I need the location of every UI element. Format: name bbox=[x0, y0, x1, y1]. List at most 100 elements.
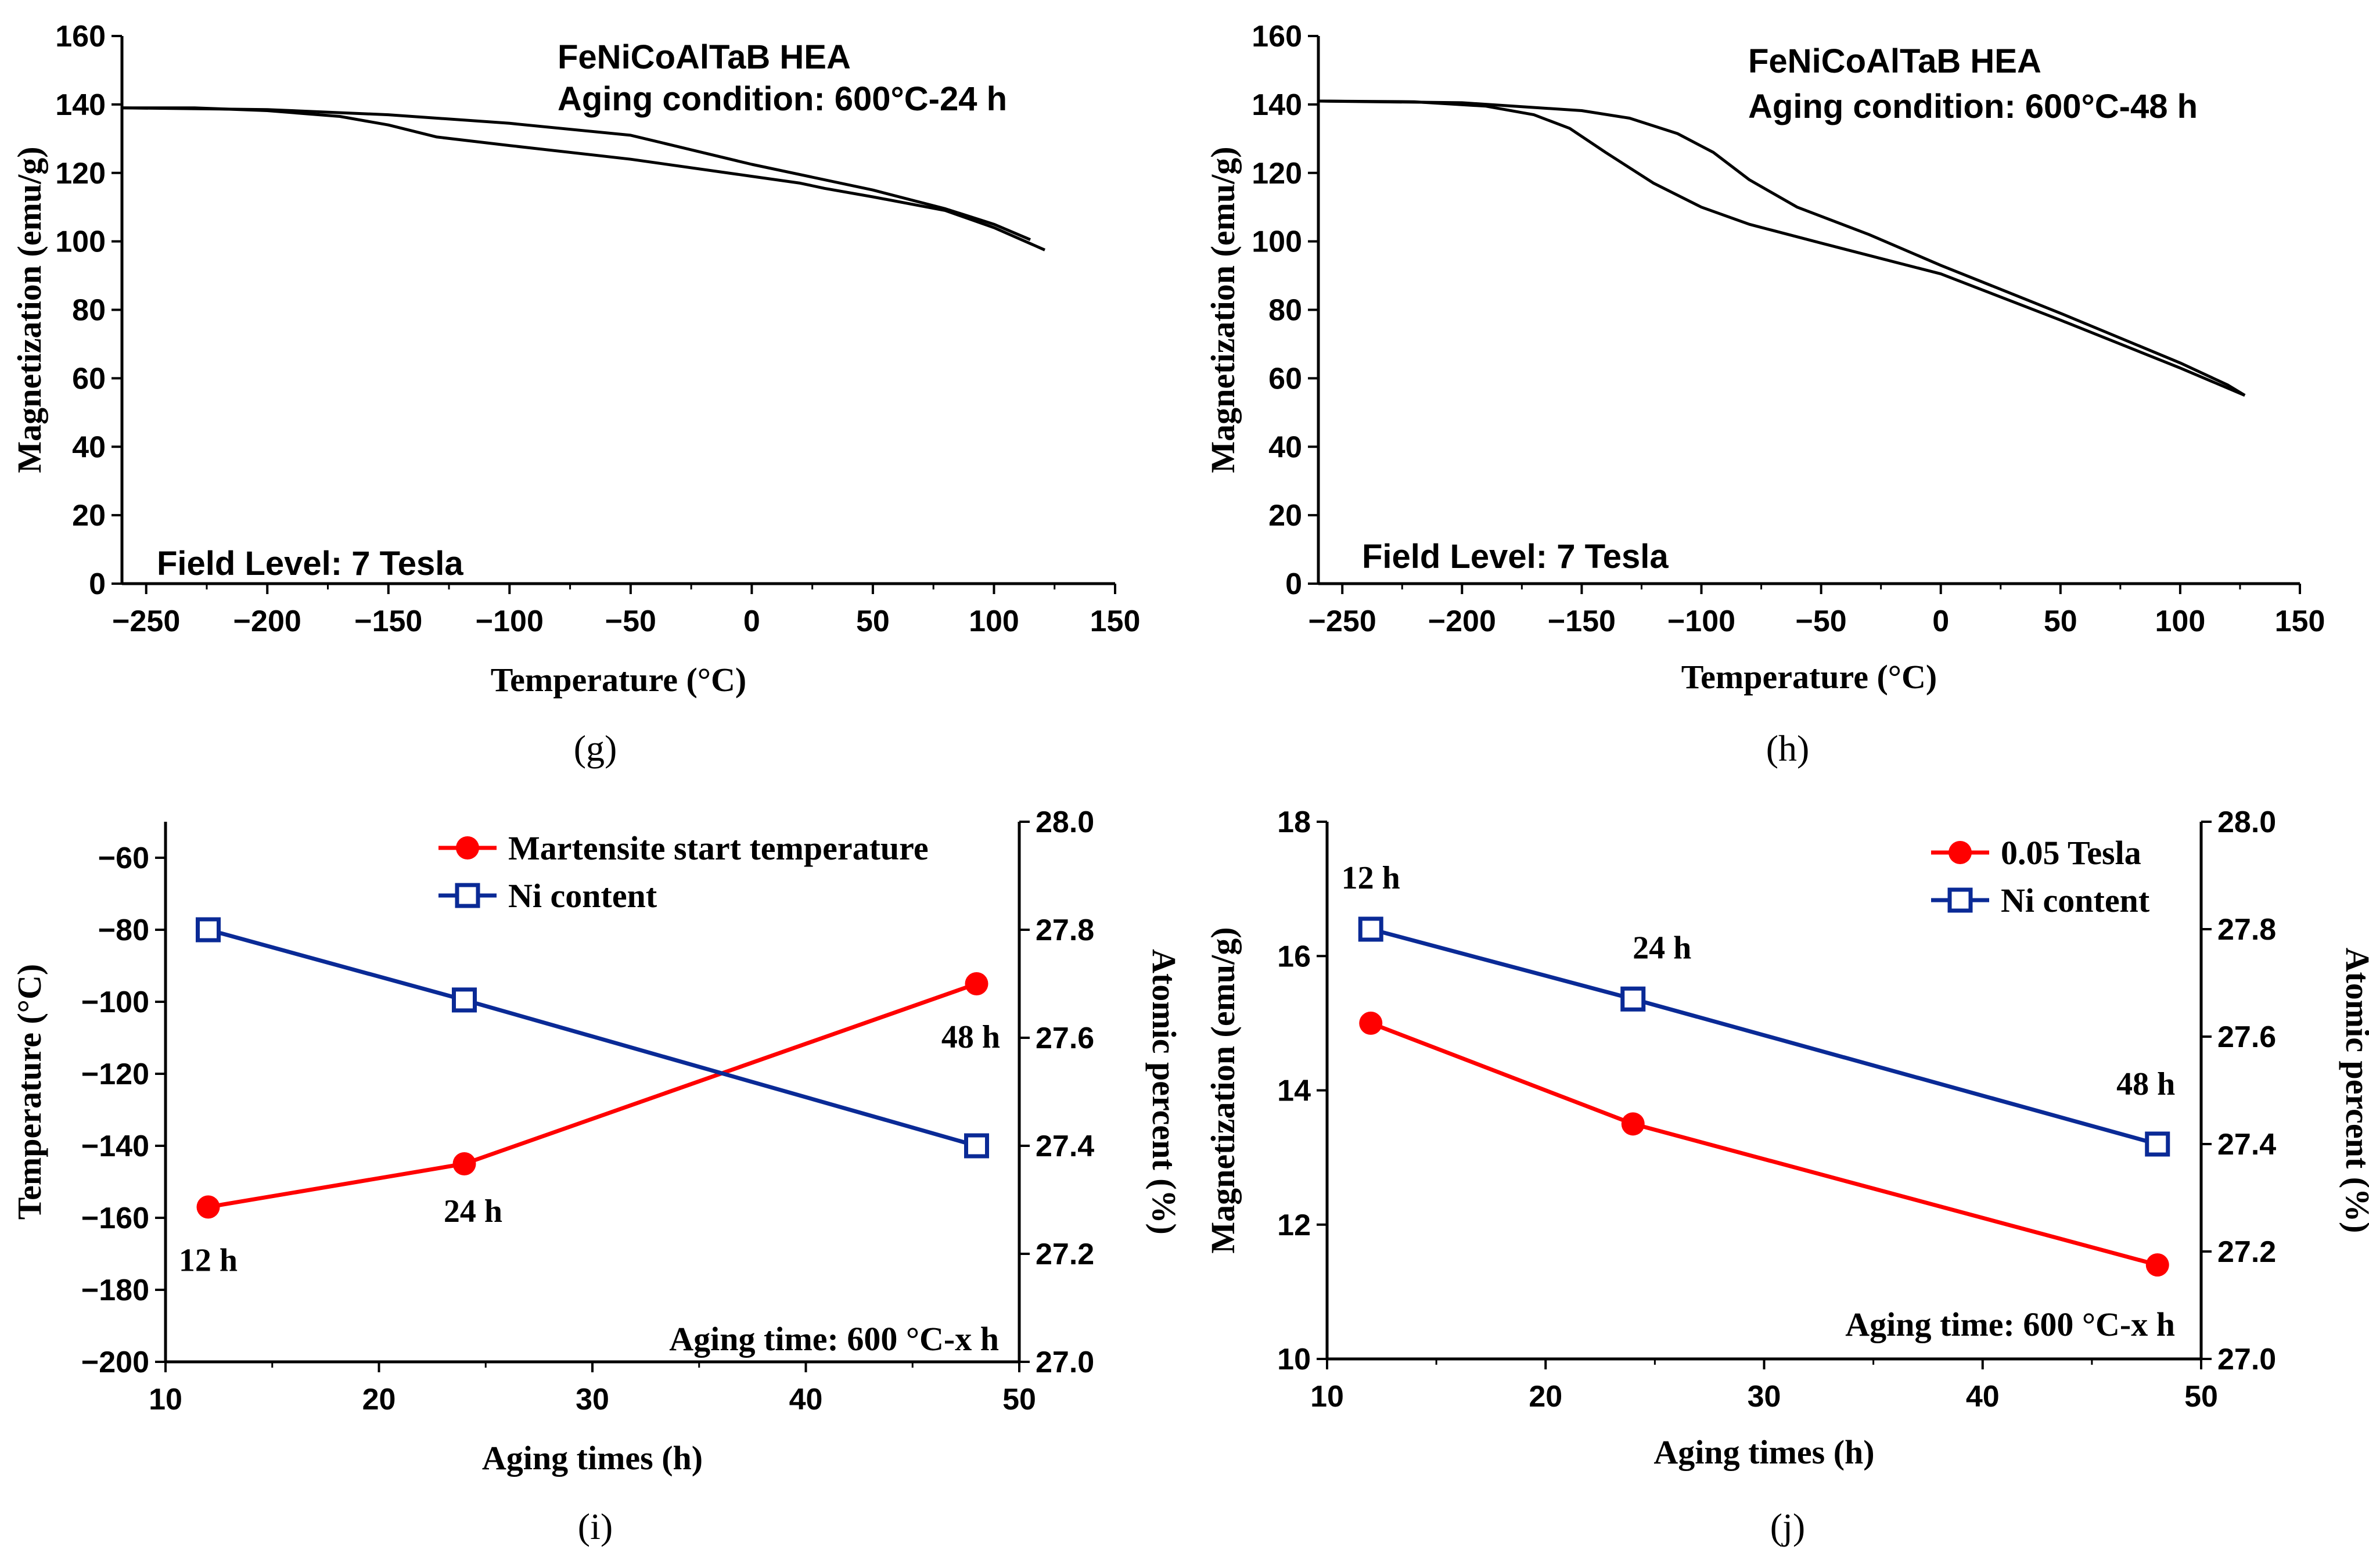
y-tick-label: 60 bbox=[1268, 362, 1302, 395]
panel-title-line: FeNiCoAlTaB HEA bbox=[1748, 42, 2041, 80]
data-point-circle bbox=[1621, 1112, 1645, 1136]
y-axis-label: Magnetization (emu/g) bbox=[10, 146, 48, 473]
series-line-cooling bbox=[122, 106, 1046, 251]
y2-tick-label: 27.2 bbox=[2217, 1235, 2276, 1269]
point-label: 12 h bbox=[179, 1242, 238, 1278]
panel-annotation: Field Level: 7 Tesla bbox=[157, 545, 463, 582]
x-tick-label: 50 bbox=[1002, 1383, 1036, 1416]
x-tick-label: −100 bbox=[1667, 605, 1735, 638]
y2-axis-label: Atomic percent (%) bbox=[2339, 948, 2369, 1233]
x-tick-label: 0 bbox=[1932, 605, 1949, 638]
point-label: 48 h bbox=[2116, 1066, 2175, 1102]
series-line-heating bbox=[1318, 99, 2246, 397]
y2-tick-label: 28.0 bbox=[1036, 805, 1094, 839]
x-tick-label: 50 bbox=[856, 605, 890, 638]
y-tick-label: 18 bbox=[1277, 805, 1311, 839]
x-tick-label: 30 bbox=[1748, 1380, 1781, 1414]
y2-tick-label: 27.8 bbox=[1036, 914, 1094, 947]
legend-label: Ni content bbox=[2001, 882, 2150, 919]
series-line-cooling bbox=[1318, 99, 2246, 397]
y-tick-label: 160 bbox=[1252, 20, 1302, 53]
chart-panel-g: −250 −200 −150 −100 −50 0 50 100 150 0 20 40 60 80 100… bbox=[10, 20, 1140, 769]
y-tick-label: 140 bbox=[55, 88, 106, 122]
y-tick-label: −60 bbox=[98, 841, 149, 875]
data-point-square bbox=[2145, 1131, 2170, 1157]
x-tick-label: 150 bbox=[1090, 605, 1141, 638]
data-point-square bbox=[196, 917, 221, 943]
x-axis-label: Aging times (h) bbox=[1653, 1433, 1874, 1471]
x-tick-label: 50 bbox=[2184, 1380, 2218, 1414]
y2-tick-label: 28.0 bbox=[2217, 805, 2276, 839]
y-tick-label: 40 bbox=[72, 430, 106, 464]
y-tick-label: 120 bbox=[55, 157, 106, 190]
series-line-heating bbox=[121, 106, 1031, 242]
x-tick-label: 20 bbox=[1529, 1380, 1562, 1414]
legend-marker-circle bbox=[1949, 841, 1972, 864]
y-tick-label: 16 bbox=[1277, 940, 1311, 973]
y-tick-label: 60 bbox=[72, 362, 106, 395]
y-tick-label: 100 bbox=[55, 225, 106, 259]
panel-caption: (i) bbox=[578, 1506, 613, 1547]
x-tick-label: 150 bbox=[2275, 605, 2325, 638]
y-tick-label: 12 bbox=[1277, 1209, 1311, 1242]
panel-caption: (j) bbox=[1770, 1506, 1805, 1547]
y-tick-label: −200 bbox=[81, 1346, 149, 1379]
chart-panel-h: −250 −200 −150 −100 −50 0 50 100 150 0 20 40 60 80 100… bbox=[1204, 20, 2325, 769]
x-tick-label: −200 bbox=[233, 605, 301, 638]
x-tick-label: 10 bbox=[1310, 1380, 1344, 1414]
data-point-circle bbox=[196, 1195, 220, 1219]
y-tick-label: −80 bbox=[98, 914, 149, 947]
y-tick-label: 140 bbox=[1252, 88, 1302, 122]
x-tick-label: −200 bbox=[1428, 605, 1496, 638]
data-point-square bbox=[1620, 986, 1646, 1012]
x-tick-label: 50 bbox=[2044, 605, 2077, 638]
y-tick-label: 10 bbox=[1277, 1343, 1311, 1376]
data-point-circle bbox=[1359, 1011, 1383, 1035]
y2-tick-label: 27.6 bbox=[1036, 1022, 1094, 1055]
x-tick-label: −150 bbox=[354, 605, 422, 638]
data-point-circle bbox=[965, 972, 988, 995]
y-tick-label: 80 bbox=[72, 294, 106, 328]
y-axis-label: Magnetization (emu/g) bbox=[1204, 146, 1242, 473]
y2-tick-label: 27.0 bbox=[1036, 1346, 1094, 1379]
x-tick-label: 30 bbox=[576, 1383, 609, 1416]
y-tick-label: −120 bbox=[81, 1058, 149, 1091]
x-tick-label: −250 bbox=[112, 605, 180, 638]
y-tick-label: 40 bbox=[1268, 430, 1302, 464]
y-axis-label: Magnetization (emu/g) bbox=[1204, 927, 1242, 1253]
panel-annotation: Field Level: 7 Tesla bbox=[1362, 538, 1669, 576]
x-tick-label: −150 bbox=[1548, 605, 1616, 638]
y-tick-label: 100 bbox=[1252, 225, 1302, 259]
x-axis-label: Temperature (°C) bbox=[491, 661, 746, 699]
panel-annotation: Aging time: 600 °C-x h bbox=[669, 1320, 999, 1358]
x-tick-label: −250 bbox=[1308, 605, 1376, 638]
x-axis-label: Aging times (h) bbox=[482, 1439, 703, 1477]
y-tick-label: 20 bbox=[1268, 499, 1302, 533]
legend-label: Ni content bbox=[508, 877, 657, 915]
y2-tick-label: 27.2 bbox=[1036, 1238, 1094, 1271]
panel-caption: (h) bbox=[1766, 728, 1810, 769]
y-tick-label: −160 bbox=[81, 1202, 149, 1235]
x-tick-label: −50 bbox=[605, 605, 656, 638]
data-point-circle bbox=[2145, 1253, 2169, 1277]
data-point-circle bbox=[452, 1152, 476, 1175]
panel-title-line: FeNiCoAlTaB HEA bbox=[558, 38, 851, 76]
point-label: 12 h bbox=[1342, 860, 1400, 896]
x-tick-label: −100 bbox=[476, 605, 544, 638]
y2-tick-label: 27.8 bbox=[2217, 913, 2276, 947]
x-tick-label: 100 bbox=[2155, 605, 2206, 638]
data-point-square bbox=[1358, 916, 1383, 942]
legend-label: Martensite start temperature bbox=[508, 829, 929, 867]
data-point-square bbox=[452, 987, 477, 1013]
legend-marker-square bbox=[1947, 887, 1973, 913]
y-axis-label: Temperature (°C) bbox=[10, 964, 48, 1220]
y-tick-label: −100 bbox=[81, 986, 149, 1019]
y2-tick-label: 27.0 bbox=[2217, 1343, 2276, 1376]
y-tick-label: −180 bbox=[81, 1274, 149, 1307]
panel-title-line: Aging condition: 600°C-24 h bbox=[558, 80, 1007, 118]
x-tick-label: 10 bbox=[149, 1383, 182, 1416]
panel-caption: (g) bbox=[574, 728, 617, 769]
point-label: 24 h bbox=[444, 1193, 502, 1229]
